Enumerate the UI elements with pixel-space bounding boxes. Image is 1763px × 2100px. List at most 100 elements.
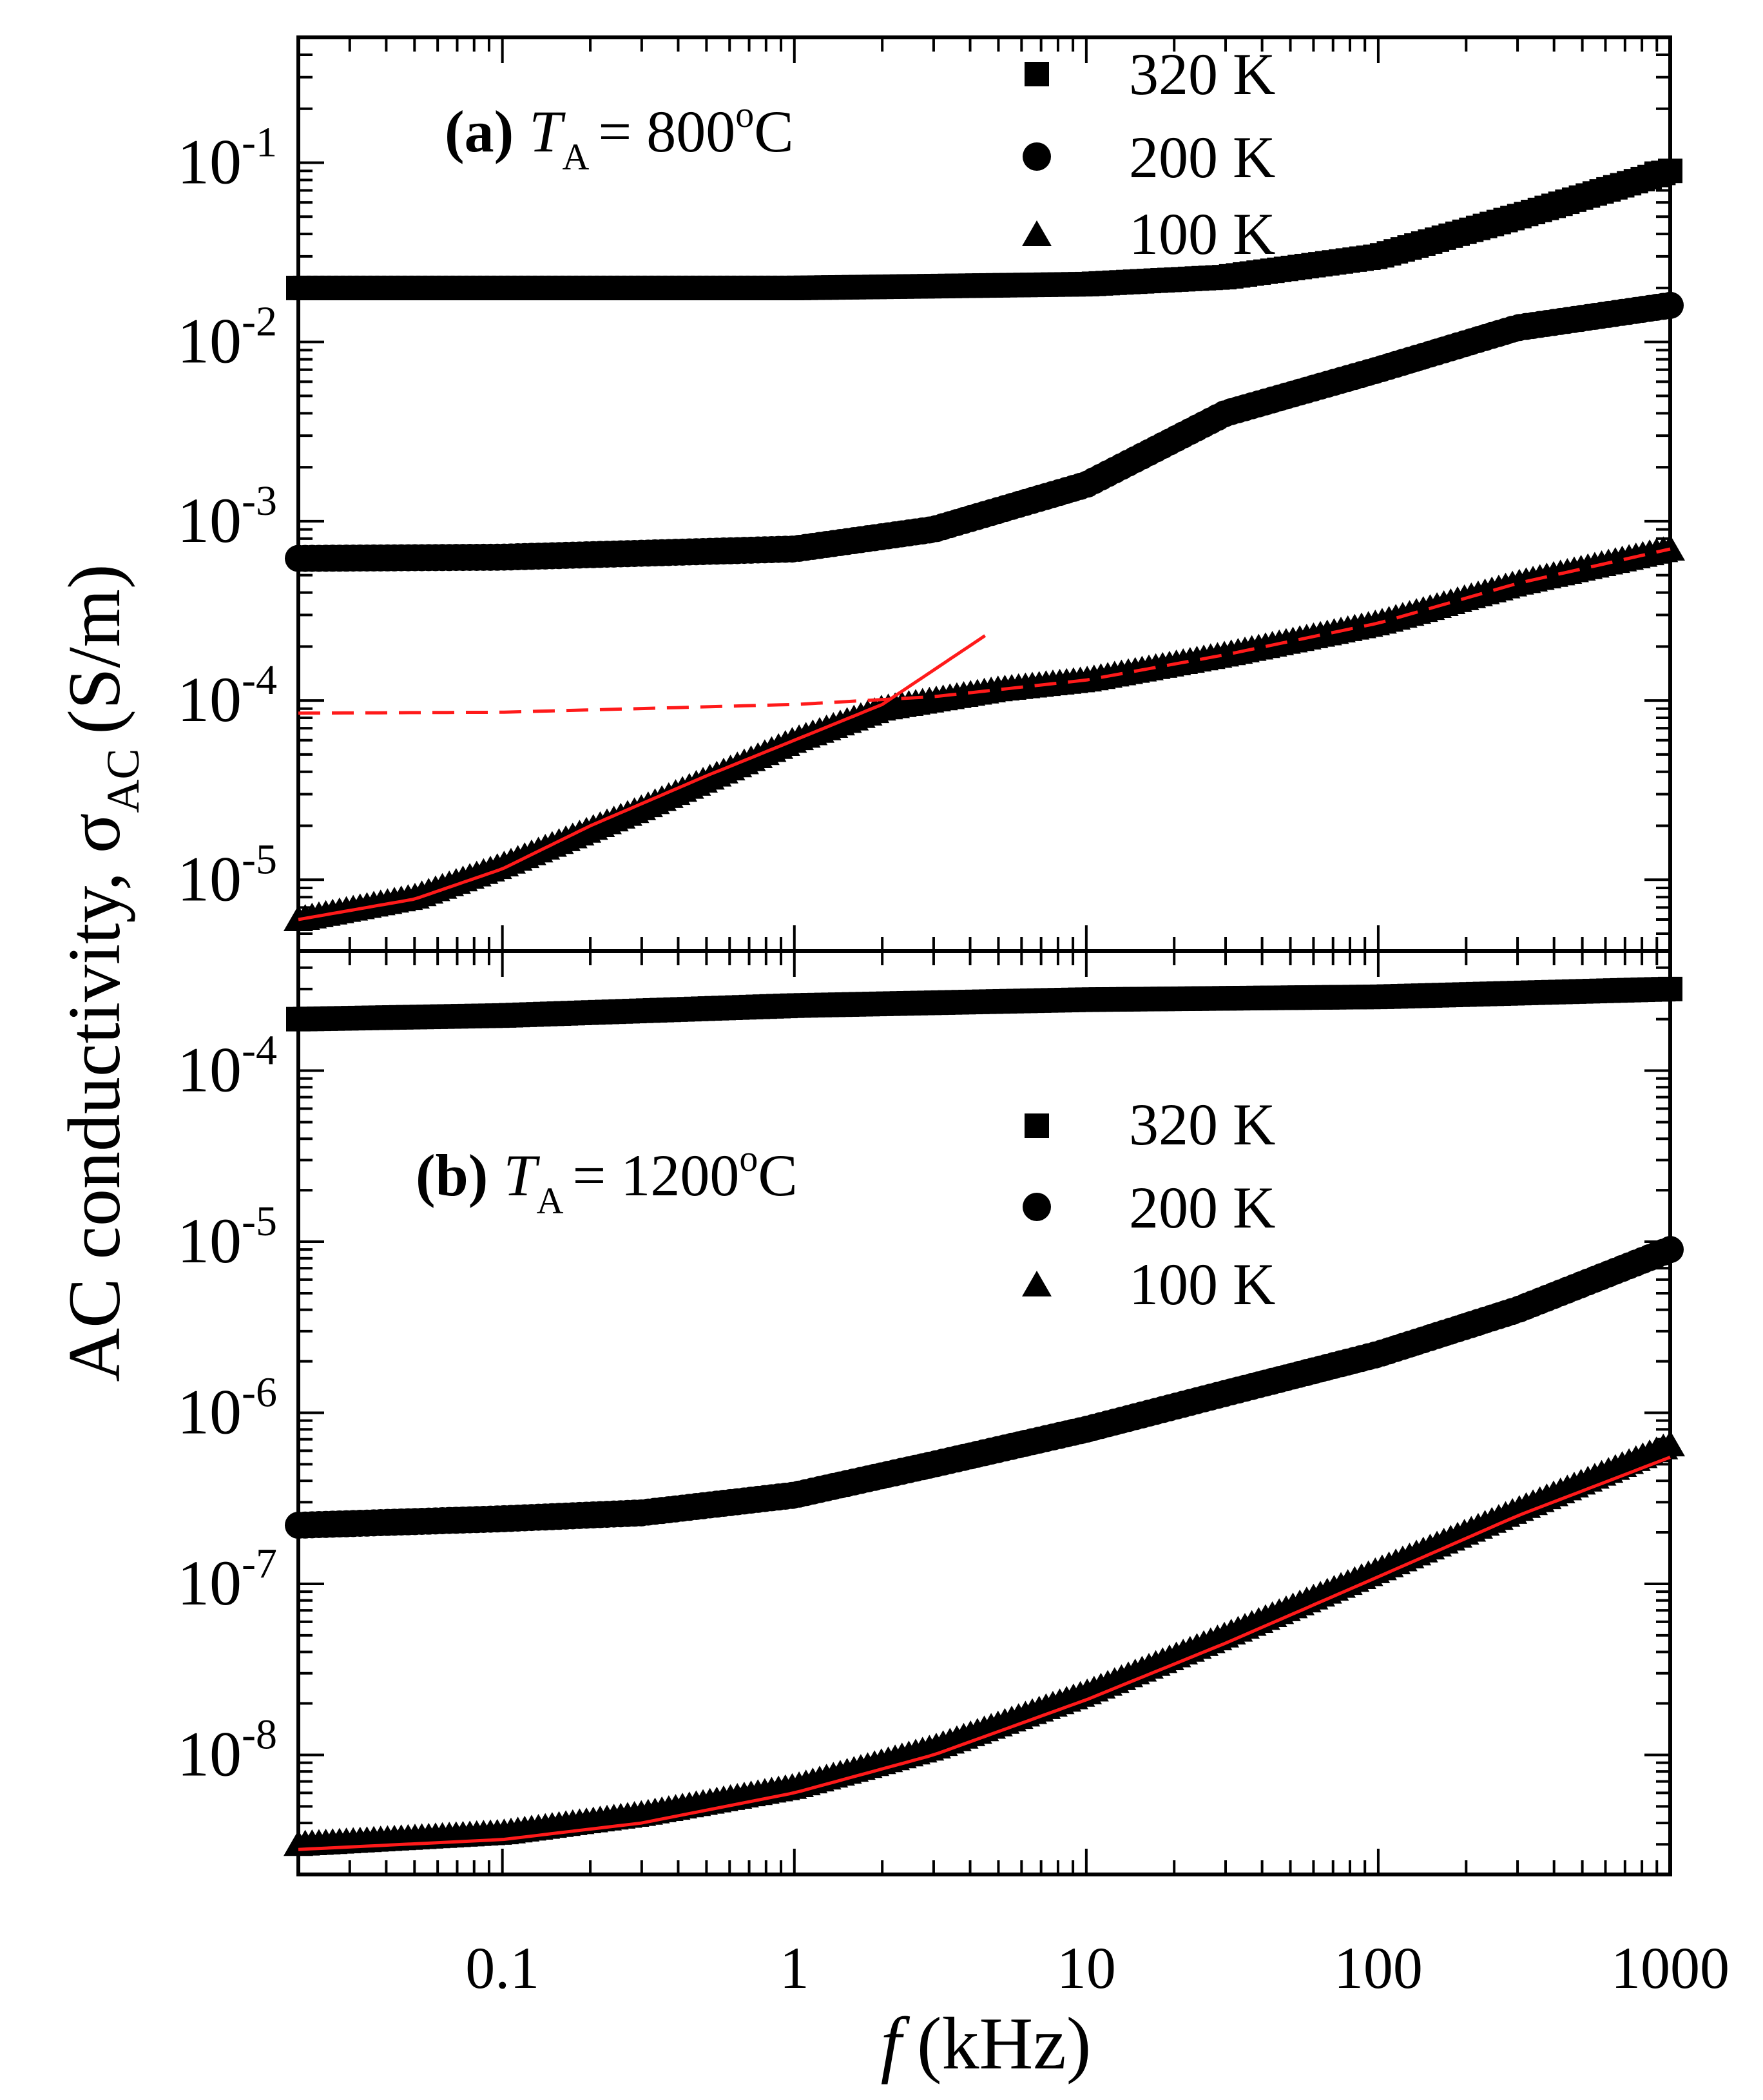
- panel-a-legend-100k: 100 K: [1129, 201, 1275, 267]
- y-tick-label: 10-8: [177, 1711, 277, 1789]
- solid-fit-line: [298, 634, 987, 921]
- y-tick-base: 10: [177, 1718, 242, 1789]
- panel-b-temp-unit: C: [758, 1142, 797, 1208]
- y-tick-exponent: -5: [242, 1198, 277, 1245]
- panel-a-temp-superscript: o: [735, 93, 754, 135]
- panel-b: 10-410-510-610-710-8 (b) TA = 1200oC 320 K…: [177, 949, 1685, 1876]
- panel-a-temp-subscript: A: [562, 136, 589, 178]
- y-tick-exponent: -7: [242, 1540, 277, 1587]
- panel-a-frame: [296, 35, 1672, 953]
- x-axis-title: f (kHz): [881, 2003, 1092, 2085]
- panel-b-legend-100k: 100 K: [1129, 1251, 1275, 1317]
- panel-a-legend-triangle-marker: [1022, 220, 1052, 246]
- series-320-k: [286, 159, 1682, 300]
- y-tick-label: 10-5: [177, 1198, 277, 1276]
- series-200-k: [285, 1236, 1684, 1539]
- series-200-k: [285, 291, 1684, 572]
- y-tick-label: 10-7: [177, 1540, 277, 1619]
- y-tick-label: 10-4: [177, 1027, 277, 1106]
- panel-b-y-tick-labels: 10-410-510-610-710-8: [177, 1027, 277, 1790]
- y-tick-label: 10-6: [177, 1369, 277, 1448]
- square-marker: [1658, 976, 1682, 1001]
- panel-a-y-tick-labels: 10-110-210-310-410-5: [177, 119, 277, 914]
- panel-b-annotation: (b) TA = 1200oC: [416, 1137, 798, 1222]
- panel-b-series: [284, 976, 1685, 1856]
- panel-b-x-ticks: [297, 951, 1671, 1874]
- panel-b-fits: [298, 1456, 1671, 1851]
- y-tick-base: 10: [177, 664, 242, 735]
- panel-a-x-ticks: [297, 37, 1671, 951]
- y-tick-exponent: -3: [242, 477, 277, 525]
- y-tick-exponent: -4: [242, 657, 277, 704]
- circle-marker: [1657, 291, 1684, 319]
- series-100-k: [284, 1431, 1685, 1856]
- panel-a-fits: [298, 547, 1671, 921]
- y-tick-base: 10: [177, 1205, 242, 1276]
- panel-a-legend-320k: 320 K: [1129, 41, 1275, 107]
- y-tick-label: 10-2: [177, 298, 277, 377]
- y-tick-label: 10-4: [177, 657, 277, 735]
- x-tick-label: 100: [1334, 1935, 1423, 2001]
- solid-fit-line: [298, 1456, 1671, 1851]
- panel-a-legend: 320 K 200 K 100 K: [1022, 41, 1275, 267]
- y-axis-title: AC conductivity, σAC (S/m): [53, 564, 149, 1382]
- x-tick-label: 1: [780, 1935, 809, 2001]
- x-axis-title-symbol: f: [881, 2003, 910, 2085]
- panel-a-annotation: (a) TA = 800oC: [445, 93, 794, 178]
- y-tick-exponent: -8: [242, 1711, 277, 1758]
- panel-a-temp-value: = 800: [598, 99, 735, 164]
- y-tick-base: 10: [177, 126, 242, 197]
- y-axis-title-subscript: AC: [97, 749, 149, 813]
- panel-a-temp-unit: C: [754, 99, 793, 164]
- y-tick-exponent: -1: [242, 119, 277, 166]
- x-tick-label: 0.1: [465, 1935, 539, 2001]
- panel-b-legend: 320 K 200 K 100 K: [1022, 1092, 1275, 1317]
- y-tick-exponent: -4: [242, 1027, 277, 1074]
- panel-a-label: (a): [445, 99, 514, 164]
- x-tick-label: 1000: [1611, 1935, 1729, 2001]
- panel-b-legend-circle-marker: [1023, 1193, 1051, 1221]
- dashed-fit-line: [298, 547, 1671, 715]
- y-tick-exponent: -2: [242, 298, 277, 345]
- panel-b-legend-320k: 320 K: [1129, 1092, 1275, 1157]
- panel-a-y-ticks: [298, 36, 1670, 952]
- panel-b-temp-value: = 1200: [573, 1142, 740, 1208]
- y-tick-base: 10: [177, 1034, 242, 1106]
- panel-b-temp-subscript: A: [537, 1180, 564, 1222]
- x-tick-label: 10: [1057, 1935, 1116, 2001]
- panel-b-legend-square-marker: [1025, 1113, 1049, 1138]
- panel-b-legend-200k: 200 K: [1129, 1175, 1275, 1240]
- panel-a-legend-square-marker: [1025, 62, 1049, 86]
- panel-b-label: (b): [416, 1142, 488, 1208]
- panel-b-temp-superscript: o: [739, 1137, 758, 1179]
- y-tick-label: 10-1: [177, 119, 277, 197]
- y-tick-base: 10: [177, 305, 242, 377]
- series-100-k: [284, 534, 1685, 932]
- y-tick-exponent: -6: [242, 1369, 277, 1416]
- y-tick-label: 10-3: [177, 477, 277, 556]
- y-tick-label: 10-5: [177, 836, 277, 914]
- y-tick-base: 10: [177, 1376, 242, 1448]
- panel-a: 10-110-210-310-410-5 (a) TA = 800oC 320 K …: [177, 35, 1685, 953]
- panel-b-temp-symbol: T: [503, 1142, 540, 1208]
- square-marker: [1658, 159, 1682, 184]
- y-tick-base: 10: [177, 843, 242, 914]
- triangle-marker: [1655, 534, 1685, 561]
- panel-b-legend-triangle-marker: [1022, 1271, 1052, 1296]
- x-axis-title-unit: (kHz): [917, 2003, 1092, 2085]
- y-tick-base: 10: [177, 1547, 242, 1619]
- panel-a-legend-200k: 200 K: [1129, 124, 1275, 190]
- panel-b-y-ticks: [298, 950, 1670, 1876]
- y-tick-exponent: -5: [242, 836, 277, 883]
- y-axis-title-unit: (S/m): [53, 564, 136, 734]
- circle-marker: [1657, 1236, 1684, 1264]
- panel-a-legend-circle-marker: [1023, 142, 1051, 171]
- triangle-marker: [1655, 1431, 1685, 1457]
- y-tick-base: 10: [177, 485, 242, 556]
- y-axis-title-main: AC conductivity, σ: [53, 813, 136, 1382]
- x-tick-labels: 0.1 1 10 100 1000: [465, 1935, 1729, 2001]
- panel-a-temp-symbol: T: [529, 99, 566, 164]
- series-320-k: [286, 976, 1682, 1032]
- panel-a-series: [284, 159, 1685, 932]
